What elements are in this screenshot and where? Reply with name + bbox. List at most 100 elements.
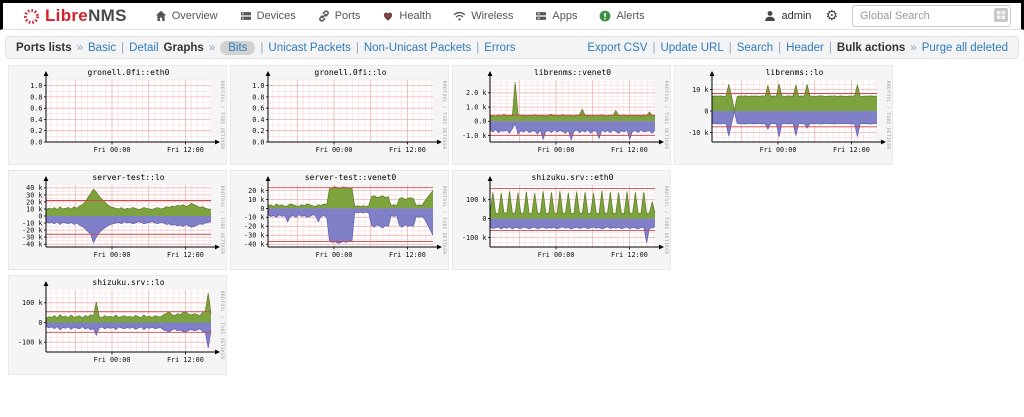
svg-text:librenms::venet0: librenms::venet0	[534, 68, 611, 77]
toolbar-right-update-url[interactable]: Update URL	[660, 41, 724, 54]
svg-text:RRDTOOL / TOBI OETIKER: RRDTOOL / TOBI OETIKER	[220, 81, 225, 150]
svg-text:1.0 k: 1.0 k	[466, 103, 486, 111]
rrd-graph: 40 k30 k20 k10 k0-10 k-20 k-30 k-40 k Fri…	[22, 173, 225, 259]
devices-icon	[240, 10, 252, 22]
nav-item-label: Health	[399, 10, 432, 22]
svg-text:-30 k: -30 k	[22, 234, 42, 242]
nav-item-wireless[interactable]: Wireless	[453, 10, 513, 22]
apps-icon	[535, 10, 547, 22]
user-menu[interactable]: admin	[764, 10, 811, 22]
toolbar-left-non-unicast-packets[interactable]: Non-Unicast Packets	[363, 41, 472, 54]
port-graph-shizuku-srv-eth0[interactable]: 100 k 0 -100 k Fri 00:00 Fri 12:00 shizuku.sr…	[452, 170, 671, 270]
svg-text:-100 k: -100 k	[462, 234, 487, 242]
rrd-graph: 2.0 k 1.0 k 0.0 -1.0 k Fri 00:00 Fri 12:00 lib…	[462, 68, 669, 154]
nav-item-health[interactable]: Health	[382, 10, 431, 22]
svg-text:-40 k: -40 k	[22, 241, 42, 249]
svg-text:-40 k: -40 k	[244, 241, 264, 249]
svg-text:0.2: 0.2	[252, 127, 264, 135]
svg-text:0.4: 0.4	[252, 116, 264, 124]
nav-item-ports[interactable]: Ports	[318, 10, 360, 22]
user-name: admin	[781, 10, 812, 22]
svg-text:-1.0 k: -1.0 k	[462, 132, 487, 140]
svg-text:Fri 12:00: Fri 12:00	[833, 146, 870, 154]
nav-item-overview[interactable]: Overview	[155, 10, 218, 22]
toolbar-right-bulk-actions: Bulk actions	[836, 41, 906, 54]
toolbar-separator: |	[355, 41, 359, 54]
nav-item-label: Wireless	[471, 10, 514, 22]
svg-text:40 k: 40 k	[26, 184, 42, 192]
port-graphs-grid: 1.0 0.8 0.6 0.4 0.2 0.0 Fri 00:00 Fri 12:00 gron…	[0, 59, 1024, 380]
svg-text:-100 k: -100 k	[18, 339, 43, 347]
port-graph-gronell-0fi-eth0[interactable]: 1.0 0.8 0.6 0.4 0.2 0.0 Fri 00:00 Fri 12:00 gron…	[8, 65, 227, 165]
svg-text:0.0: 0.0	[30, 138, 42, 146]
nav-item-label: Devices	[256, 10, 296, 22]
svg-text:30 k: 30 k	[26, 191, 42, 199]
port-graph-shizuku-srv-lo[interactable]: 100 k 0 -100 k Fri 00:00 Fri 12:00 shizuku.sr…	[8, 275, 227, 375]
svg-text:20 k: 20 k	[248, 187, 264, 195]
nav-item-apps[interactable]: Apps	[535, 10, 577, 22]
port-graph-server-test-lo[interactable]: 40 k 30 k 20 k 10 k 0 -10 k -20 k -30 k -40 k Fri…	[8, 170, 227, 270]
svg-text:-10 k: -10 k	[244, 214, 264, 222]
svg-text:0.0: 0.0	[252, 138, 264, 146]
main-menu: Overview Devices Ports Health Wireless Apps Al…	[155, 10, 765, 22]
port-graph-librenms-venet0[interactable]: 2.0 k 1.0 k 0.0 -1.0 k Fri 00:00 Fri 12:00 lib…	[452, 65, 671, 165]
global-search-input[interactable]	[852, 5, 1011, 27]
nav-item-label: Alerts	[616, 10, 645, 22]
toolbar-right-header[interactable]: Header	[786, 41, 824, 54]
librenms-logo[interactable]: LibreNMS	[23, 6, 127, 26]
wireless-icon	[453, 10, 466, 22]
svg-text:RRDTOOL / TOBI OETIKER: RRDTOOL / TOBI OETIKER	[442, 81, 447, 150]
navbar: LibreNMS Overview Devices Ports Health Wirel…	[0, 0, 1024, 30]
svg-text:server-test::venet0: server-test::venet0	[305, 173, 397, 182]
svg-text:RRDTOOL / TOBI OETIKER: RRDTOOL / TOBI OETIKER	[664, 81, 669, 150]
toolbar-left: Ports lists » Basic | Detail Graphs » Bits | Unic…	[16, 40, 516, 55]
brand-text: LibreNMS	[45, 6, 127, 25]
toolbar-separator: |	[652, 41, 656, 54]
toolbar-right: Export CSV | Update URL | Search | Header | Bulk…	[587, 42, 1008, 54]
svg-text:shizuku.srv::eth0: shizuku.srv::eth0	[532, 173, 614, 182]
svg-text:RRDTOOL / TOBI OETIKER: RRDTOOL / TOBI OETIKER	[220, 186, 225, 255]
toolbar-left-bits[interactable]: Bits	[220, 40, 256, 55]
settings-gear-icon[interactable]: ⚙	[825, 8, 838, 24]
svg-text:1.0: 1.0	[252, 82, 264, 90]
svg-text:0.8: 0.8	[30, 93, 42, 101]
svg-text:Fri 00:00: Fri 00:00	[316, 251, 353, 259]
port-graph-gronell-0fi-lo[interactable]: 1.0 0.8 0.6 0.4 0.2 0.0 Fri 00:00 Fri 12:00 gron…	[230, 65, 449, 165]
navbar-right: admin ⚙	[764, 5, 1011, 27]
svg-text:0.4: 0.4	[30, 116, 42, 124]
svg-text:librenms::lo: librenms::lo	[766, 68, 824, 77]
svg-text:RRDTOOL / TOBI OETIKER: RRDTOOL / TOBI OETIKER	[442, 186, 447, 255]
nav-item-label: Apps	[552, 10, 578, 22]
svg-text:100 k: 100 k	[22, 299, 42, 307]
toolbar-separator: »	[76, 41, 84, 54]
nav-item-alerts[interactable]: Alerts	[599, 10, 645, 22]
port-graph-librenms-lo[interactable]: 10 k 0 -10 k Fri 00:00 Fri 12:00 librenms::lo…	[674, 65, 893, 165]
svg-text:0: 0	[38, 212, 42, 220]
toolbar-right-export-csv[interactable]: Export CSV	[587, 41, 648, 54]
toolbar-right-search[interactable]: Search	[736, 41, 774, 54]
user-icon	[764, 10, 776, 22]
svg-text:0: 0	[482, 215, 486, 223]
rrd-graph: 100 k 0 -100 k Fri 00:00 Fri 12:00 shizuku.sr…	[18, 278, 225, 364]
toolbar-separator: |	[728, 41, 732, 54]
svg-text:0.6: 0.6	[30, 105, 42, 113]
toolbar-left-errors[interactable]: Errors	[484, 41, 516, 54]
svg-text:0: 0	[704, 107, 708, 115]
port-graph-server-test-venet0[interactable]: 20 k 10 k 0 -10 k -20 k -30 k -40 k Fri 00:00 Fr…	[230, 170, 449, 270]
toolbar-left-unicast-packets[interactable]: Unicast Packets	[268, 41, 351, 54]
toolbar-left-basic[interactable]: Basic	[88, 41, 117, 54]
svg-text:Fri 12:00: Fri 12:00	[167, 251, 204, 259]
nav-item-devices[interactable]: Devices	[240, 10, 296, 22]
svg-text:gronell.0fi::eth0: gronell.0fi::eth0	[88, 68, 170, 77]
toolbar-right-purge-all-deleted[interactable]: Purge all deleted	[921, 41, 1008, 54]
global-search	[852, 5, 1011, 27]
svg-text:Fri 12:00: Fri 12:00	[167, 356, 204, 364]
svg-text:Fri 00:00: Fri 00:00	[538, 146, 575, 154]
toolbar-left-detail[interactable]: Detail	[129, 41, 159, 54]
svg-text:Fri 12:00: Fri 12:00	[167, 146, 204, 154]
svg-text:0: 0	[38, 319, 42, 327]
svg-text:100 k: 100 k	[466, 196, 486, 204]
svg-text:Fri 12:00: Fri 12:00	[389, 251, 426, 259]
svg-text:Fri 00:00: Fri 00:00	[760, 146, 797, 154]
